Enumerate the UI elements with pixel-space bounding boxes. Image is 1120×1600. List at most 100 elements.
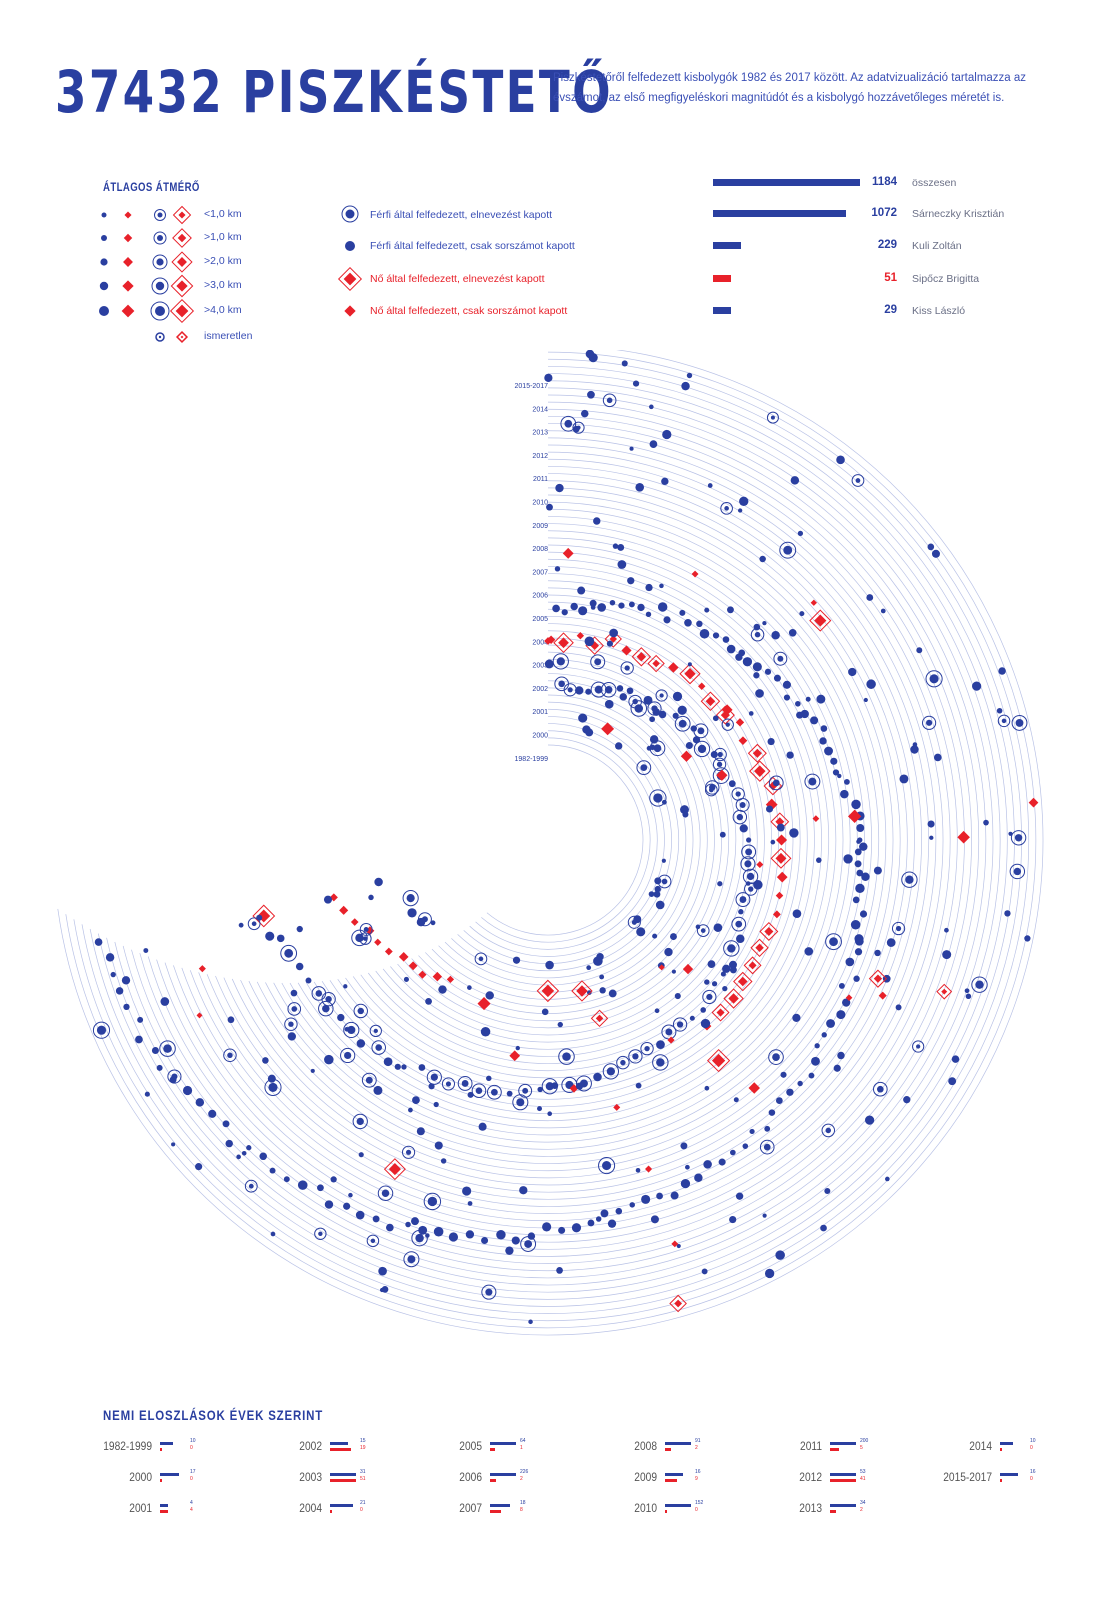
asteroid-dot <box>430 920 436 926</box>
asteroid-dot <box>357 1007 364 1015</box>
size-label-3: >2,0 km <box>204 255 242 267</box>
asteroid-diamond <box>691 570 699 578</box>
asteroid-ring <box>411 1229 428 1247</box>
asteroid-dot <box>855 936 864 946</box>
spiral-ring <box>139 416 972 1264</box>
spiral-ring <box>321 573 815 1107</box>
asteroid-ring <box>474 952 488 966</box>
asteroid-dot <box>744 860 752 868</box>
asteroid-dot <box>648 891 655 897</box>
asteroid-diamond <box>350 918 359 926</box>
asteroid-dot <box>425 997 432 1005</box>
spiral-ring <box>481 737 651 943</box>
spiral-ring <box>360 608 780 1072</box>
gender-count-male: 15 <box>360 1438 366 1444</box>
asteroid-dot <box>590 605 596 610</box>
asteroid-dot <box>505 1246 514 1255</box>
asteroid-dot <box>659 693 664 698</box>
gender-count-female: 5 <box>860 1445 863 1451</box>
asteroid-dot <box>855 883 865 893</box>
asteroid-dot <box>755 689 764 698</box>
gender-bar-male <box>1000 1473 1019 1476</box>
asteroid-dot <box>356 1039 366 1048</box>
asteroid-ring <box>636 760 652 776</box>
asteroid-dot <box>1015 718 1024 727</box>
gender-year: 2007 <box>459 1501 482 1515</box>
asteroid-ring <box>655 689 668 702</box>
gender-year: 2010 <box>634 1501 657 1515</box>
asteroid-dot <box>537 1086 543 1093</box>
gender-count-male: 10 <box>1030 1438 1036 1444</box>
asteroid-dot <box>516 1098 525 1107</box>
asteroid-dot <box>684 618 692 627</box>
asteroid-dot <box>135 1035 143 1044</box>
asteroid-diamond-ring <box>700 691 721 712</box>
spiral-ring <box>404 651 737 1029</box>
asteroid-dot <box>786 1088 794 1096</box>
asteroid-dot <box>772 779 780 787</box>
gender-count-female: 0 <box>1030 1445 1033 1451</box>
asteroid-dot <box>465 1230 475 1239</box>
asteroid-ring <box>244 1179 258 1193</box>
asteroid-ring <box>768 775 784 791</box>
asteroid-dot <box>699 629 710 639</box>
asteroid-diamond-ring <box>669 1294 687 1313</box>
asteroid-ring <box>351 929 368 947</box>
asteroid-dot <box>562 1052 571 1061</box>
asteroid-dot <box>686 372 693 379</box>
discoverer-name: Kuli Zoltán <box>912 240 962 252</box>
asteroid-dot <box>634 704 644 713</box>
asteroid-dot <box>256 914 263 921</box>
asteroid-dot <box>654 1008 660 1014</box>
year-label: 2001 <box>532 709 548 716</box>
asteroid-dot <box>842 998 851 1007</box>
asteroid-dot <box>467 1091 474 1098</box>
gender-year: 2014 <box>969 1439 992 1453</box>
asteroid-dot <box>797 1080 803 1087</box>
spiral-ring <box>131 408 980 1272</box>
asteroid-dot <box>782 680 791 689</box>
asteroid-ring <box>361 1072 377 1088</box>
asteroid-dot <box>877 1085 884 1093</box>
gender-count-male: 91 <box>695 1438 701 1444</box>
asteroid-dot <box>567 687 573 693</box>
asteroid-dot <box>511 1236 520 1245</box>
gender-count-male: 64 <box>520 1438 526 1444</box>
asteroid-dot <box>722 985 728 992</box>
gender-bar-male <box>160 1504 168 1507</box>
spiral-ring <box>368 616 772 1064</box>
year-label: 2004 <box>532 639 548 646</box>
asteroid-dot <box>462 1186 472 1196</box>
asteroid-dot <box>575 1082 584 1090</box>
asteroid-dot <box>368 894 374 901</box>
asteroid-dot <box>703 1160 712 1169</box>
asteroid-dot <box>672 691 683 702</box>
year-label: 2005 <box>532 616 548 623</box>
discoverer-count: 1072 <box>871 207 897 219</box>
asteroid-dot <box>438 985 447 994</box>
asteroid-dot <box>552 604 560 613</box>
asteroid-dot <box>704 979 710 985</box>
asteroid-dot <box>810 716 819 725</box>
asteroid-dot <box>718 1158 726 1166</box>
asteroid-dot <box>735 791 741 797</box>
spiral-ring <box>57 350 1044 1336</box>
asteroid-dot <box>706 993 713 1001</box>
year-label: 2002 <box>532 686 548 693</box>
year-label: 2009 <box>532 523 548 530</box>
asteroid-ring <box>741 844 757 860</box>
asteroid-diamond-ring <box>711 1003 730 1022</box>
asteroid-dot <box>799 611 805 617</box>
asteroid-dot <box>635 482 645 492</box>
asteroid-dot <box>770 839 776 845</box>
asteroid-dot <box>262 1057 269 1064</box>
gender-count-female: 41 <box>860 1476 866 1482</box>
asteroid-dot <box>608 989 617 998</box>
asteroid-dot <box>843 854 853 864</box>
asteroid-ring <box>287 1002 302 1016</box>
gender-bar-female <box>160 1510 168 1513</box>
year-label: 2007 <box>532 569 548 576</box>
asteroid-dot <box>929 835 934 840</box>
spiral-ring <box>281 537 851 1143</box>
asteroid-dot <box>783 694 791 701</box>
